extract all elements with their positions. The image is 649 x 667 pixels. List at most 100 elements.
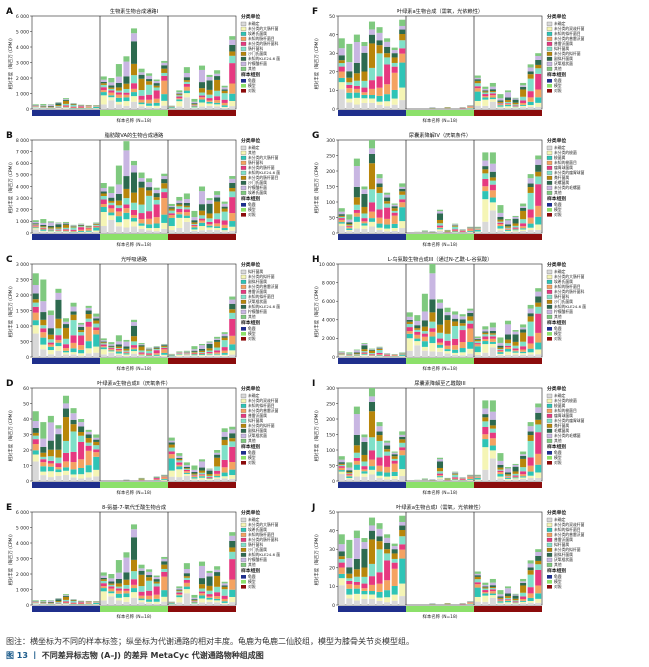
panel-e-legend-swatch (240, 522, 247, 527)
panel-i-bar-segment (520, 478, 527, 481)
panel-d-bar-segment (78, 459, 85, 468)
panel-i-bar-segment (504, 477, 512, 479)
panel-i-bar-segment (489, 419, 496, 426)
panel-b-bar-segment (229, 187, 236, 192)
panel-h-bar-segment (520, 351, 527, 354)
panel-a-bar-segment (161, 94, 168, 101)
panel-b-legend-item: 柠檬酸杆菌 (248, 185, 267, 190)
panel-j-bar-segment (361, 567, 368, 577)
panel-g-bar-segment (399, 191, 406, 195)
panel-i-bar-segment (436, 477, 444, 479)
panel-g-bar-segment (512, 216, 519, 219)
panel-f-bar-segment (535, 59, 542, 65)
panel-b-bar-segment (214, 227, 221, 231)
panel-f-bar-segment (368, 29, 376, 35)
panel-c-bar-segment (78, 355, 85, 357)
panel-b-bar-segment (183, 205, 190, 208)
panel-b-bar-segment (138, 177, 145, 182)
panel-i-bar-segment (346, 467, 353, 471)
panel-g-legend-item: 毛螺菌属 (554, 180, 569, 185)
panel-f-bar-segment (376, 32, 383, 41)
panel-b-bar-segment (183, 212, 190, 216)
panel-j-group-legend-item: 龟鹿 (554, 574, 562, 579)
panel-e-bar-segment (161, 564, 168, 569)
panel-b-bar-segment (40, 224, 47, 227)
panel-b-bar-segment (123, 141, 130, 151)
panel-f-bar-segment (391, 98, 398, 105)
panel-e-legend-swatch (240, 552, 247, 557)
panel-b-bar-segment (108, 186, 115, 194)
panel-c-group-legend-item: 模型 (248, 331, 256, 336)
panel-a-bar-segment (62, 107, 70, 109)
panel-c-bar-segment (47, 346, 54, 351)
panel-c-bar-segment (176, 354, 183, 355)
panel-h-bar-segment (368, 348, 376, 350)
panel-f-bar-segment (482, 86, 489, 89)
panel-f-bar-segment (399, 53, 406, 63)
panel-j-bar-segment (520, 601, 527, 604)
panel-b-bar-segment (153, 204, 160, 218)
panel-i-bar-segment (436, 471, 444, 474)
panel-h-bar-segment (512, 354, 519, 357)
panel-f-bar-segment (361, 52, 368, 72)
panel-d-group-bar (32, 482, 100, 488)
panel-c-bar-segment (32, 302, 39, 307)
panel-i-bar-segment (482, 408, 489, 415)
panel-f-group-bar (406, 110, 474, 116)
figure-title: 不同差异标志物 (A–J) 的差异 MetaCyc 代谢通路物种组成图 (41, 651, 264, 660)
panel-a-bar-segment (123, 105, 130, 109)
panel-d-legend-item: 未确定 (248, 393, 260, 398)
panel-c-legend-item: 拟杆菌属 (248, 269, 263, 274)
panel-g-bar-segment (489, 202, 496, 211)
panel-f-bar-segment (368, 98, 376, 103)
panel-a-bar-segment (62, 106, 70, 108)
panel-i-bar-segment (384, 451, 391, 456)
panel-e-bar-segment (183, 573, 190, 577)
panel-i-bar-segment (368, 396, 376, 402)
panel-j-bar-segment (489, 595, 496, 598)
panel-e-bar-segment (62, 595, 70, 596)
panel-c-legend-swatch (240, 279, 247, 284)
panel-h-bar-segment (527, 304, 534, 309)
panel-j-bar-segment (384, 537, 391, 543)
panel-e-legend-swatch (240, 557, 247, 562)
panel-b-bar-segment (214, 197, 221, 202)
panel-g-bar-segment (467, 231, 474, 232)
panel-a-bar-segment (146, 75, 153, 80)
panel-b-bar-segment (229, 230, 236, 233)
panel-c-bar-segment (123, 339, 130, 342)
panel-e-bar-segment (70, 603, 77, 605)
panel-h-bar-segment (444, 353, 451, 357)
panel-j-bar-segment (489, 587, 496, 589)
panel-a-legend-item: 未确定 (248, 21, 260, 26)
panel-b-bar-segment (146, 228, 153, 231)
panel-c-bar-segment (93, 327, 100, 331)
panel-h-bar-segment (482, 336, 489, 340)
panel-e-legend-item: 其他 (248, 562, 256, 567)
panel-b-bar-segment (85, 228, 92, 231)
panel-c-bar-segment (198, 355, 206, 357)
panel-b-bar-segment (153, 217, 160, 224)
panel-i-bar-segment (361, 434, 368, 438)
panel-g-bar-segment (489, 184, 496, 191)
panel-i-bar-segment (384, 445, 391, 450)
panel-c-bar-segment (138, 344, 145, 346)
panel-g-bar-segment (338, 223, 345, 227)
panel-i-bar-segment (421, 478, 428, 480)
panel-c-bar-segment (47, 334, 54, 340)
panel-e-bar-segment (161, 556, 168, 559)
panel-g-bar-segment (512, 227, 519, 229)
panel-d-bar-segment (214, 473, 221, 477)
panel-j-bar-segment (474, 584, 481, 588)
panel-g-bar-segment (368, 189, 376, 203)
panel-h-xlabel: 样本名称 (N=18) (423, 365, 458, 372)
panel-d-bar-segment (168, 476, 175, 481)
panel-f-bar-segment (376, 101, 383, 105)
panel-e-bar-segment (93, 602, 100, 605)
panel-a-bar-segment (183, 97, 190, 109)
panel-a-bar-segment (115, 76, 122, 83)
panel-h-bar-segment (368, 349, 376, 351)
panel-a-bar-segment (146, 99, 153, 104)
panel-c-bar-segment (108, 352, 115, 357)
panel-f-legend-swatch (546, 26, 553, 31)
